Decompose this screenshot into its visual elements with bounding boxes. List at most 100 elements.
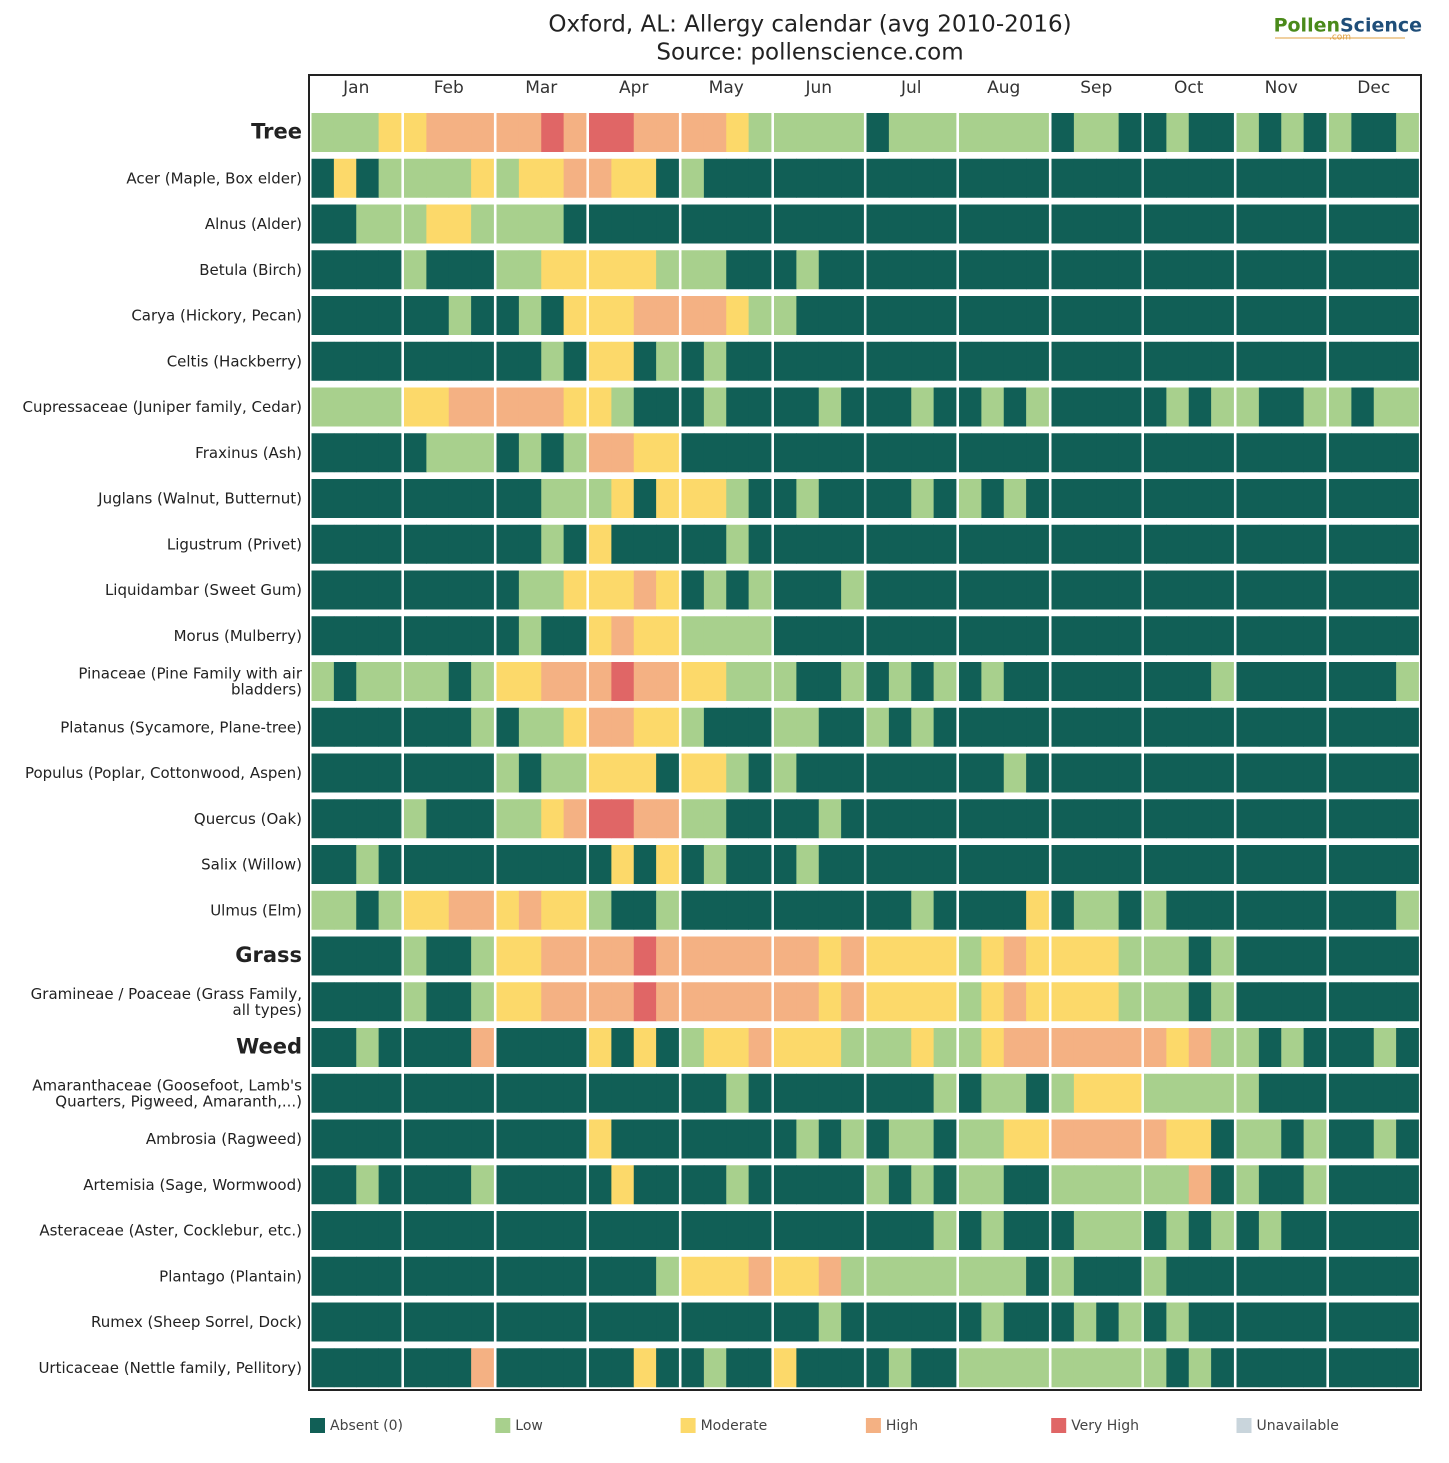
heat-cell <box>774 890 797 930</box>
heat-cell <box>1303 707 1327 747</box>
heat-cell <box>1396 1073 1419 1113</box>
heat-cell <box>796 341 820 381</box>
heat-cell <box>1073 616 1097 656</box>
heat-cell <box>888 341 912 381</box>
heat-cell <box>1258 1119 1282 1159</box>
heat-cell <box>818 1302 842 1342</box>
heat-cell <box>1373 296 1397 335</box>
heat-cell <box>563 1119 587 1159</box>
heat-cell <box>496 1348 520 1388</box>
heat-cell <box>471 341 494 381</box>
heat-cell <box>1396 707 1419 747</box>
heat-cell <box>1303 845 1327 884</box>
heat-cell <box>1026 1348 1049 1388</box>
heat-cell <box>448 982 472 1022</box>
heat-cell <box>1329 753 1352 793</box>
heat-cell <box>818 1256 842 1296</box>
heat-cell <box>818 616 842 656</box>
heat-cell <box>866 296 890 335</box>
heat-cell <box>1303 341 1327 381</box>
heat-cell <box>1144 113 1167 152</box>
heat-cell <box>1258 1073 1282 1113</box>
heat-cell <box>726 296 750 335</box>
heat-cell <box>774 982 797 1022</box>
heat-cell <box>1211 1256 1234 1296</box>
heat-cell <box>378 479 402 518</box>
heat-cell <box>1118 1165 1142 1205</box>
heat-cell <box>911 890 935 930</box>
heat-cell <box>404 433 427 473</box>
heat-cell <box>748 707 772 747</box>
heat-cell <box>1073 113 1097 152</box>
heat-cell <box>681 936 705 976</box>
heat-cell <box>471 204 494 244</box>
heat-cell <box>748 890 772 930</box>
heat-cell <box>1258 250 1282 290</box>
heat-cell <box>959 1119 982 1159</box>
heat-cell <box>1329 158 1352 198</box>
heat-cell <box>1303 753 1327 793</box>
row-label: Gramineae / Poaceae (Grass Family, all ty… <box>31 984 302 1018</box>
heat-cell <box>1351 753 1375 793</box>
heat-cell <box>1329 1302 1352 1342</box>
heat-cell <box>1166 1073 1190 1113</box>
heat-cell <box>818 1119 842 1159</box>
heat-cell <box>1118 1256 1142 1296</box>
heat-cell <box>404 387 427 427</box>
heat-cell <box>356 982 380 1022</box>
heat-cell <box>448 296 472 335</box>
heat-cell <box>1351 113 1375 152</box>
heat-cell <box>681 1302 705 1342</box>
heat-cell <box>311 1211 335 1250</box>
heat-cell <box>1351 250 1375 290</box>
heat-cell <box>633 387 657 427</box>
heat-cell <box>748 1028 772 1067</box>
heat-cell <box>748 113 772 152</box>
heat-cell <box>933 479 957 518</box>
row-label: Liquidambar (Sweet Gum) <box>105 581 302 599</box>
legend-label: Very High <box>1071 1418 1139 1434</box>
row-label: Cupressaceae (Juniper family, Cedar) <box>23 398 302 416</box>
heat-cell <box>866 890 890 930</box>
heat-cell <box>933 341 957 381</box>
heat-cell <box>1396 616 1419 656</box>
heat-cell <box>748 936 772 976</box>
heat-cell <box>959 113 982 152</box>
heat-cell <box>1144 433 1167 473</box>
heat-cell <box>541 845 565 884</box>
heat-cell <box>656 662 679 701</box>
heat-cell <box>378 387 402 427</box>
heat-cell <box>1118 1119 1142 1159</box>
heat-cell <box>611 707 635 747</box>
heat-cell <box>818 936 842 976</box>
heat-cell <box>518 250 542 290</box>
heat-cell <box>981 753 1005 793</box>
heat-cell <box>333 936 357 976</box>
heat-cell <box>1073 341 1097 381</box>
heat-cell <box>518 845 542 884</box>
heat-cell <box>563 341 587 381</box>
x-tick-label: Oct <box>1174 78 1204 98</box>
heat-cell <box>611 982 635 1022</box>
heat-cell <box>471 753 494 793</box>
heat-cell <box>426 1256 450 1296</box>
heat-cell <box>911 433 935 473</box>
heat-cell <box>1144 296 1167 335</box>
heat-cell <box>818 845 842 884</box>
heat-cell <box>1211 479 1234 518</box>
heat-cell <box>311 479 335 518</box>
heat-cell <box>818 1211 842 1250</box>
heat-cell <box>1051 113 1075 152</box>
heat-cell <box>1118 753 1142 793</box>
heat-cell <box>356 250 380 290</box>
heat-cell <box>1188 1302 1212 1342</box>
heat-cell <box>611 890 635 930</box>
heat-cell <box>796 1211 820 1250</box>
heat-cell <box>1281 479 1305 518</box>
heat-cell <box>633 1211 657 1250</box>
heat-cell <box>1026 707 1049 747</box>
heat-cell <box>1118 890 1142 930</box>
heat-cell <box>818 662 842 701</box>
heat-cell <box>448 113 472 152</box>
heat-cell <box>563 1165 587 1205</box>
